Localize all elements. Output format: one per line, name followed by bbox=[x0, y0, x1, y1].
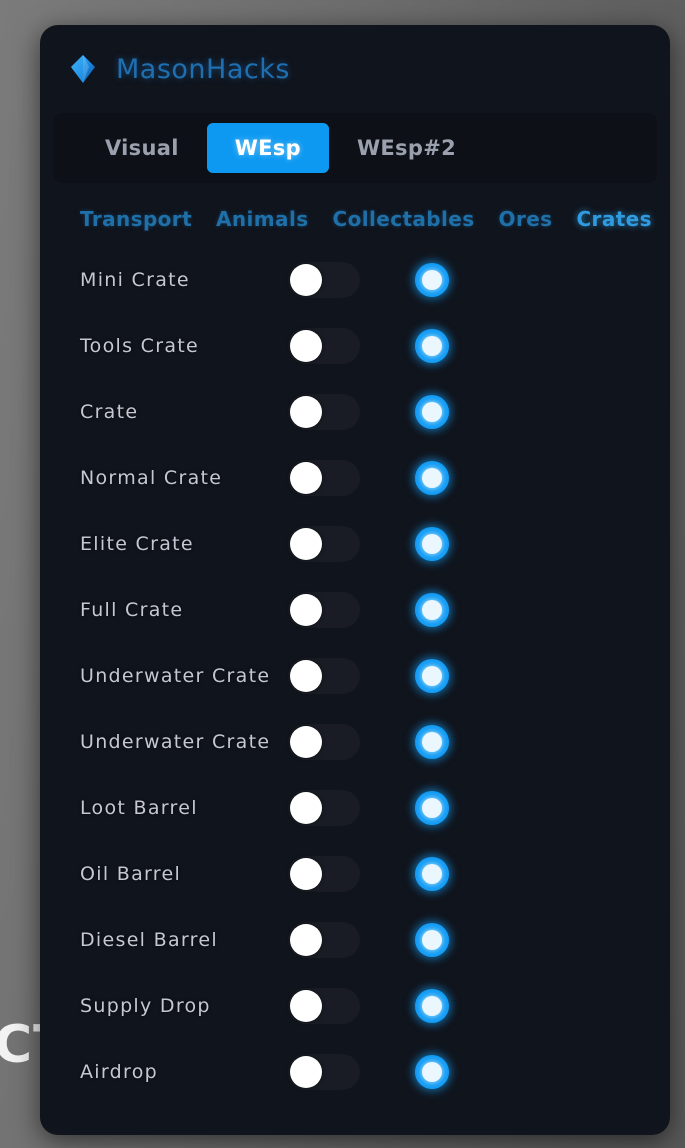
item-label: Loot Barrel bbox=[80, 797, 198, 819]
category-crates[interactable]: Crates bbox=[576, 207, 652, 231]
indicator-core bbox=[422, 600, 442, 620]
item-indicator[interactable] bbox=[415, 395, 449, 429]
category-bar: Transport Animals Collectables Ores Crat… bbox=[40, 198, 670, 240]
indicator-core bbox=[422, 534, 442, 554]
tab-wesp-2[interactable]: WEsp#2 bbox=[356, 136, 457, 160]
item-toggle[interactable] bbox=[288, 526, 360, 562]
toggle-knob bbox=[290, 528, 322, 560]
toggle-knob bbox=[290, 792, 322, 824]
item-toggle[interactable] bbox=[288, 262, 360, 298]
item-toggle[interactable] bbox=[288, 856, 360, 892]
item-label: Normal Crate bbox=[80, 467, 223, 489]
item-toggle[interactable] bbox=[288, 1054, 360, 1090]
indicator-core bbox=[422, 996, 442, 1016]
item-indicator[interactable] bbox=[415, 989, 449, 1023]
category-transport[interactable]: Transport bbox=[80, 207, 193, 231]
tab-bar: Visual WEsp WEsp#2 bbox=[53, 113, 657, 183]
toggle-knob bbox=[290, 462, 322, 494]
toggle-knob bbox=[290, 396, 322, 428]
item-indicator[interactable] bbox=[415, 527, 449, 561]
list-item: Airdrop bbox=[40, 1039, 670, 1105]
item-label: Full Crate bbox=[80, 599, 184, 621]
item-toggle[interactable] bbox=[288, 592, 360, 628]
window-title-bar: MasonHacks bbox=[40, 25, 670, 113]
item-indicator[interactable] bbox=[415, 857, 449, 891]
item-indicator[interactable] bbox=[415, 791, 449, 825]
list-item: Loot Barrel bbox=[40, 775, 670, 841]
list-item: Normal Crate bbox=[40, 445, 670, 511]
item-indicator[interactable] bbox=[415, 923, 449, 957]
list-item: Supply Drop bbox=[40, 973, 670, 1039]
tab-wesp[interactable]: WEsp bbox=[206, 123, 329, 173]
item-toggle[interactable] bbox=[288, 724, 360, 760]
item-label: Supply Drop bbox=[80, 995, 211, 1017]
item-label: Crate bbox=[80, 401, 139, 423]
item-indicator[interactable] bbox=[415, 329, 449, 363]
toggle-knob bbox=[290, 990, 322, 1022]
list-item: Underwater Crate bbox=[40, 643, 670, 709]
item-indicator[interactable] bbox=[415, 461, 449, 495]
list-item: Full Crate bbox=[40, 577, 670, 643]
toggle-knob bbox=[290, 330, 322, 362]
indicator-core bbox=[422, 468, 442, 488]
toggle-knob bbox=[290, 660, 322, 692]
item-indicator[interactable] bbox=[415, 659, 449, 693]
diamond-gem-icon bbox=[62, 48, 104, 90]
item-toggle[interactable] bbox=[288, 658, 360, 694]
category-collectables[interactable]: Collectables bbox=[332, 207, 475, 231]
indicator-core bbox=[422, 270, 442, 290]
indicator-core bbox=[422, 864, 442, 884]
toggle-knob bbox=[290, 594, 322, 626]
list-item: Elite Crate bbox=[40, 511, 670, 577]
item-label: Oil Barrel bbox=[80, 863, 182, 885]
tab-visual[interactable]: Visual bbox=[105, 136, 179, 160]
item-label: Diesel Barrel bbox=[80, 929, 218, 951]
item-label: Tools Crate bbox=[80, 335, 200, 357]
item-toggle[interactable] bbox=[288, 460, 360, 496]
toggle-knob bbox=[290, 1056, 322, 1088]
item-toggle[interactable] bbox=[288, 922, 360, 958]
list-item: Tools Crate bbox=[40, 313, 670, 379]
toggle-knob bbox=[290, 264, 322, 296]
app-title: MasonHacks bbox=[116, 53, 290, 85]
item-label: Underwater Crate bbox=[80, 731, 271, 753]
list-item: Underwater Crate bbox=[40, 709, 670, 775]
item-label: Underwater Crate bbox=[80, 665, 271, 687]
list-item: Crate bbox=[40, 379, 670, 445]
masonhacks-window: MasonHacks Visual WEsp WEsp#2 Transport … bbox=[40, 25, 670, 1135]
toggle-knob bbox=[290, 858, 322, 890]
list-item: Mini Crate bbox=[40, 247, 670, 313]
item-label: Mini Crate bbox=[80, 269, 190, 291]
item-indicator[interactable] bbox=[415, 263, 449, 297]
indicator-core bbox=[422, 1062, 442, 1082]
item-label: Airdrop bbox=[80, 1061, 158, 1083]
item-toggle[interactable] bbox=[288, 988, 360, 1024]
item-label: Elite Crate bbox=[80, 533, 194, 555]
indicator-core bbox=[422, 402, 442, 422]
item-toggle[interactable] bbox=[288, 790, 360, 826]
category-ores[interactable]: Ores bbox=[498, 207, 553, 231]
item-indicator[interactable] bbox=[415, 593, 449, 627]
category-animals[interactable]: Animals bbox=[216, 207, 309, 231]
toggle-knob bbox=[290, 726, 322, 758]
list-item: Diesel Barrel bbox=[40, 907, 670, 973]
indicator-core bbox=[422, 666, 442, 686]
item-indicator[interactable] bbox=[415, 725, 449, 759]
indicator-core bbox=[422, 798, 442, 818]
list-item: Oil Barrel bbox=[40, 841, 670, 907]
item-toggle[interactable] bbox=[288, 328, 360, 364]
item-toggle[interactable] bbox=[288, 394, 360, 430]
indicator-core bbox=[422, 336, 442, 356]
toggle-knob bbox=[290, 924, 322, 956]
item-indicator[interactable] bbox=[415, 1055, 449, 1089]
indicator-core bbox=[422, 732, 442, 752]
indicator-core bbox=[422, 930, 442, 950]
crates-item-list: Mini Crate Tools Crate Crate Normal Crat… bbox=[40, 247, 670, 1105]
